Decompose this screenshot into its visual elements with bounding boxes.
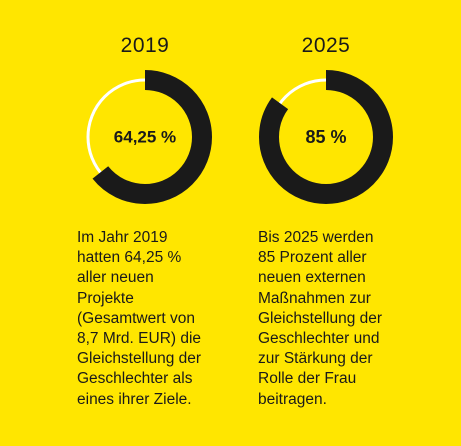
chart-description: Bis 2025 werden 85 Prozent aller neuen e… xyxy=(258,229,383,408)
chart-panel-2019: 2019 64,25 % Im Jahr 2019 hatten 64,25 %… xyxy=(45,0,245,446)
chart-panel-2025: 2025 85 % Bis 2025 werden 85 Prozent all… xyxy=(226,0,426,446)
donut-filled-segment xyxy=(259,70,393,204)
donut-chart-2025: 85 % xyxy=(259,70,393,204)
chart-title: 2025 xyxy=(301,34,351,57)
donut-filled-segment xyxy=(78,70,212,204)
donut-chart-2019: 64,25 % xyxy=(78,70,212,204)
donut-center-label: 64,25 % xyxy=(114,128,176,147)
chart-description: Im Jahr 2019 hatten 64,25 % aller neuen … xyxy=(77,229,202,408)
chart-title: 2019 xyxy=(120,34,170,57)
donut-center-label: 85 % xyxy=(305,127,346,147)
